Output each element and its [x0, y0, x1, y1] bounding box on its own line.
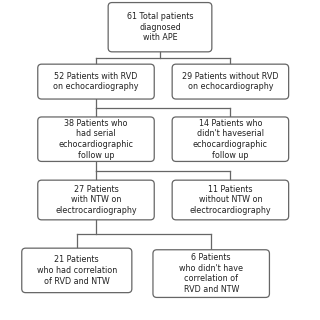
FancyBboxPatch shape [38, 117, 154, 162]
Text: 6 Patients
who didn't have
correlation of
RVD and NTW: 6 Patients who didn't have correlation o… [179, 253, 243, 294]
FancyBboxPatch shape [38, 180, 154, 220]
FancyBboxPatch shape [172, 180, 289, 220]
FancyBboxPatch shape [38, 64, 154, 99]
Text: 38 Patients who
had serial
echocardiographic
follow up: 38 Patients who had serial echocardiogra… [59, 119, 133, 160]
Text: 11 Patients
without NTW on
electrocardiography: 11 Patients without NTW on electrocardio… [189, 185, 271, 215]
FancyBboxPatch shape [153, 250, 269, 298]
FancyBboxPatch shape [108, 3, 212, 52]
Text: 29 Patients without RVD
on echocardiography: 29 Patients without RVD on echocardiogra… [182, 72, 279, 92]
Text: 21 Patients
who had correlation
of RVD and NTW: 21 Patients who had correlation of RVD a… [37, 255, 117, 286]
FancyBboxPatch shape [172, 117, 289, 162]
FancyBboxPatch shape [22, 248, 132, 292]
Text: 52 Patients with RVD
on echocardiography: 52 Patients with RVD on echocardiography [53, 72, 139, 92]
Text: 27 Patients
with NTW on
electrocardiography: 27 Patients with NTW on electrocardiogra… [55, 185, 137, 215]
Text: 61 Total patients
diagnosed
with APE: 61 Total patients diagnosed with APE [127, 12, 193, 43]
FancyBboxPatch shape [172, 64, 289, 99]
Text: 14 Patients who
didn't haveserial
echocardiographic
follow up: 14 Patients who didn't haveserial echoca… [193, 119, 268, 160]
